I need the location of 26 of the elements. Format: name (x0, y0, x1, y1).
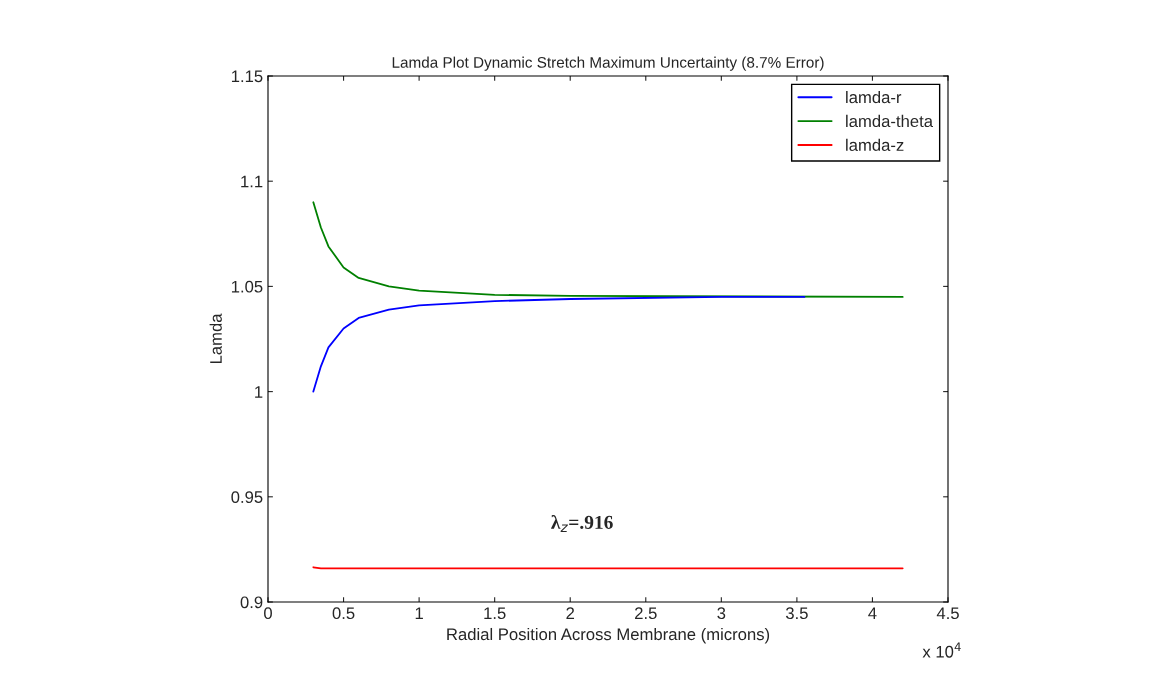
y-axis-title: Lamda (209, 313, 222, 364)
x-tick-label: 1.5 (484, 607, 506, 620)
legend-label: lamda-z (846, 138, 904, 151)
y-tick-label: 1 (255, 386, 263, 398)
x-axis-title: Radial Position Across Membrane (microns) (447, 627, 770, 644)
x-tick-label: 0.5 (332, 607, 355, 620)
legend-label: lamda-theta (846, 114, 934, 128)
legend-label: lamda-r (846, 91, 902, 104)
y-tick-label: 0.95 (231, 491, 263, 503)
text: x 10$^{4}$ (922, 642, 961, 658)
x-tick-label: 0 (264, 607, 272, 620)
y-tick-label: 1.1 (241, 175, 263, 188)
x-tick-label: 4 (868, 607, 877, 619)
x-tick-label: 4.5 (936, 607, 959, 620)
y-tick-label: 1.05 (231, 280, 263, 293)
y-tick-label: 0.9 (240, 596, 263, 609)
line-series (312, 296, 806, 393)
y-tick-label: 1.15 (231, 70, 263, 83)
line-series (312, 201, 904, 298)
annotation: λ$_{z}$=.916 (551, 515, 613, 532)
x-tick-label: 3 (717, 607, 726, 620)
x-tick-label: 2.5 (635, 607, 657, 620)
x-tick-label: 3.5 (785, 607, 808, 620)
x-tick-label: 2 (566, 607, 575, 619)
x-tick-label: 1 (415, 607, 423, 619)
chart-title: Lamda Plot Dynamic Stretch Maximum Uncertainty (8.7% Error) (392, 56, 824, 71)
